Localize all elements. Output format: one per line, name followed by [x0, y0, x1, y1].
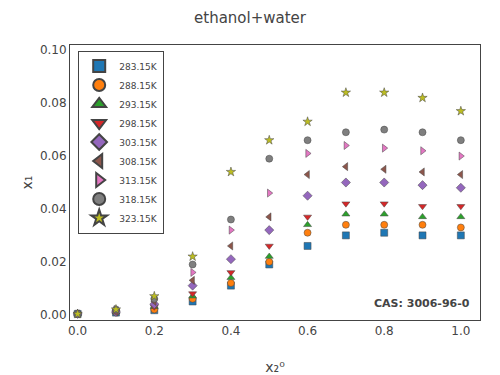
svg-text:x₁: x₁: [19, 176, 35, 190]
svg-text:1.0: 1.0: [451, 324, 470, 338]
svg-text:0.6: 0.6: [298, 324, 317, 338]
svg-text:CAS: 3006-96-0: CAS: 3006-96-0: [374, 297, 470, 310]
svg-text:283.15K: 283.15K: [119, 62, 157, 72]
svg-text:0.2: 0.2: [145, 324, 164, 338]
svg-text:318.15K: 318.15K: [119, 195, 157, 205]
svg-text:0.08: 0.08: [40, 96, 67, 110]
svg-text:0.8: 0.8: [375, 324, 394, 338]
svg-text:293.15K: 293.15K: [119, 100, 157, 110]
svg-text:0.0: 0.0: [68, 324, 87, 338]
svg-text:0.06: 0.06: [40, 149, 67, 163]
svg-text:0.00: 0.00: [40, 308, 67, 322]
svg-text:0.04: 0.04: [40, 202, 67, 216]
svg-text:308.15K: 308.15K: [119, 157, 157, 167]
svg-text:323.15K: 323.15K: [119, 214, 157, 224]
svg-text:313.15K: 313.15K: [119, 176, 157, 186]
svg-text:0.10: 0.10: [40, 43, 67, 57]
svg-text:0.4: 0.4: [221, 324, 240, 338]
svg-text:0.02: 0.02: [40, 255, 67, 269]
svg-text:x₂⁰: x₂⁰: [265, 359, 285, 375]
svg-text:298.15K: 298.15K: [119, 119, 157, 129]
svg-text:ethanol+water: ethanol+water: [194, 9, 307, 27]
svg-text:288.15K: 288.15K: [119, 81, 157, 91]
svg-text:303.15K: 303.15K: [119, 138, 157, 148]
